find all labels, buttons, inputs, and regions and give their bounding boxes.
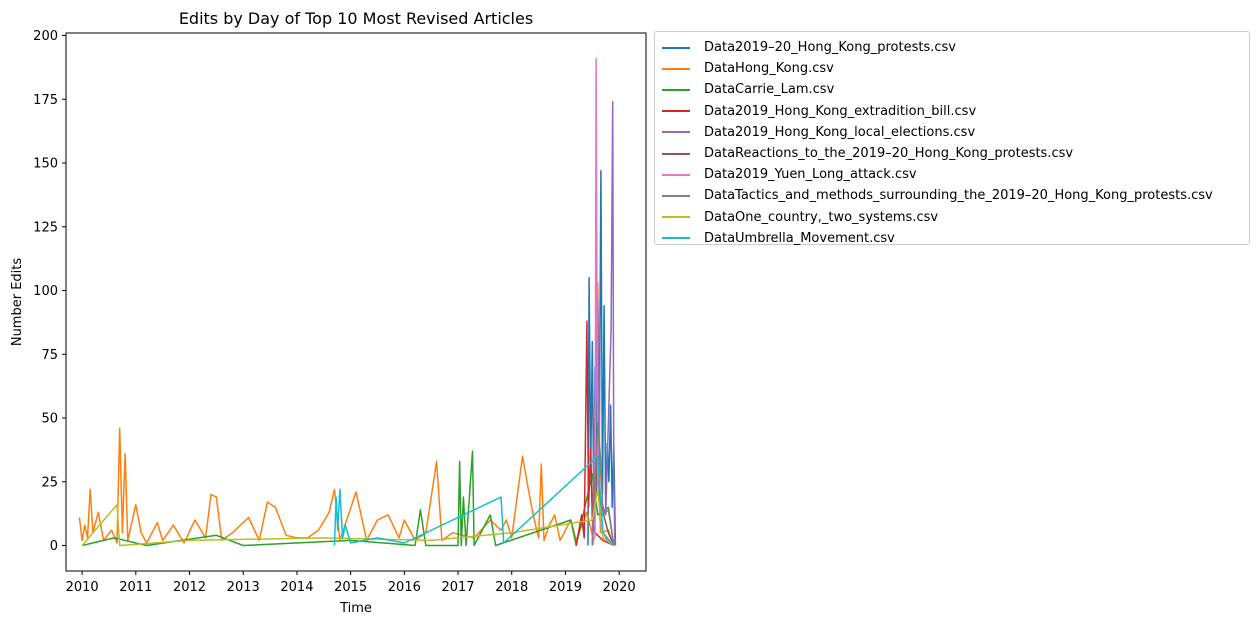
- legend-swatch-8: [662, 216, 690, 219]
- legend-label-7: DataTactics_and_methods_surrounding_the_…: [704, 188, 1213, 204]
- legend-item-0: Data2019–20_Hong_Kong_protests.csv: [655, 37, 1249, 58]
- legend-label-3: Data2019_Hong_Kong_extradition_bill.csv: [704, 103, 977, 119]
- legend-label-2: DataCarrie_Lam.csv: [704, 82, 835, 98]
- x-tick-label-7: 2017: [441, 580, 474, 595]
- y-tick-label-5: 125: [33, 220, 58, 235]
- series-layer: [78, 57, 617, 547]
- legend-swatch-7: [662, 194, 690, 197]
- y-tick-label-1: 25: [41, 475, 58, 490]
- legend-item-4: Data2019_Hong_Kong_local_elections.csv: [655, 122, 1249, 143]
- x-tick-label-0: 2010: [66, 580, 99, 595]
- plot-area: [66, 33, 646, 571]
- series-line-9: [333, 455, 615, 546]
- legend-item-6: Data2019_Yuen_Long_attack.csv: [655, 164, 1249, 185]
- x-tick-label-2: 2012: [173, 580, 206, 595]
- chart-title: Edits by Day of Top 10 Most Revised Arti…: [179, 9, 533, 28]
- x-tick-label-5: 2015: [334, 580, 367, 595]
- legend-label-5: DataReactions_to_the_2019–20_Hong_Kong_p…: [704, 146, 1074, 162]
- legend-swatch-3: [662, 110, 690, 113]
- legend-label-0: Data2019–20_Hong_Kong_protests.csv: [704, 40, 956, 56]
- series-line-6: [591, 57, 615, 547]
- legend-label-6: Data2019_Yuen_Long_attack.csv: [704, 167, 917, 183]
- legend-swatch-1: [662, 67, 690, 70]
- legend-label-1: DataHong_Kong.csv: [704, 61, 834, 77]
- legend-item-7: DataTactics_and_methods_surrounding_the_…: [655, 185, 1249, 206]
- legend-label-8: DataOne_country,_two_systems.csv: [704, 209, 939, 225]
- y-tick-label-2: 50: [41, 412, 58, 427]
- legend-item-9: DataUmbrella_Movement.csv: [655, 228, 1249, 249]
- y-tick-label-0: 0: [50, 539, 58, 554]
- series-line-0: [587, 169, 617, 546]
- x-axis-label: Time: [339, 601, 372, 616]
- x-axis: 2010 2011 2012 2013 2014 2015 2016 2017 2018 2019…: [66, 571, 636, 595]
- y-tick-label-7: 175: [33, 93, 58, 108]
- series-line-8: [81, 488, 615, 547]
- legend-swatch-2: [662, 88, 690, 91]
- y-tick-label-8: 200: [33, 29, 58, 44]
- y-axis-label: Number Edits: [10, 258, 25, 347]
- x-tick-label-8: 2018: [495, 580, 528, 595]
- x-tick-label-1: 2011: [119, 580, 152, 595]
- plot-frame: [65, 32, 647, 572]
- legend-item-2: DataCarrie_Lam.csv: [655, 79, 1249, 100]
- legend-item-5: DataReactions_to_the_2019–20_Hong_Kong_p…: [655, 143, 1249, 164]
- legend-item-1: DataHong_Kong.csv: [655, 58, 1249, 79]
- legend-swatch-5: [662, 152, 690, 155]
- x-tick-label-4: 2014: [280, 580, 313, 595]
- legend-item-8: DataOne_country,_two_systems.csv: [655, 207, 1249, 228]
- legend-label-9: DataUmbrella_Movement.csv: [704, 230, 895, 246]
- series-line-1: [78, 282, 615, 546]
- legend-item-3: Data2019_Hong_Kong_extradition_bill.csv: [655, 101, 1249, 122]
- x-tick-label-6: 2016: [388, 580, 421, 595]
- legend-swatch-4: [662, 131, 690, 134]
- y-axis: 0 25 50 75 100 125 150 175 200: [33, 29, 66, 554]
- x-tick-label-9: 2019: [549, 580, 582, 595]
- series-line-4: [591, 101, 616, 546]
- y-tick-label-6: 150: [33, 157, 58, 172]
- legend-swatch-9: [662, 237, 690, 240]
- x-tick-label-3: 2013: [227, 580, 260, 595]
- y-tick-label-3: 75: [41, 348, 58, 363]
- series-line-3: [575, 320, 615, 547]
- legend-label-4: Data2019_Hong_Kong_local_elections.csv: [704, 124, 976, 140]
- x-tick-label-10: 2020: [603, 580, 636, 595]
- legend-swatch-6: [662, 173, 690, 176]
- chart-legend: Data2019–20_Hong_Kong_protests.csv DataHo…: [654, 31, 1250, 246]
- y-tick-label-4: 100: [33, 284, 58, 299]
- series-line-7: [591, 422, 615, 546]
- legend-swatch-0: [662, 46, 690, 49]
